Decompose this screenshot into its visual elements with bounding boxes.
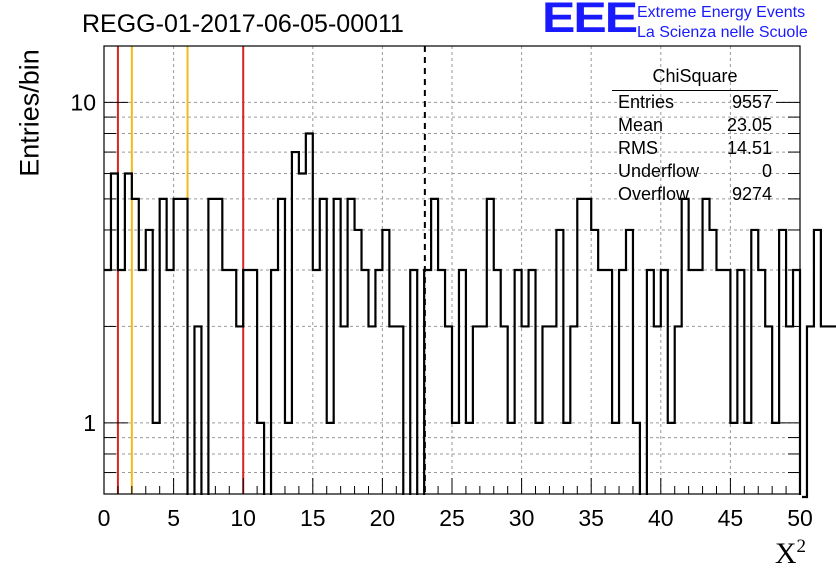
logo-text-line2: La Scienza nelle Scuole	[637, 24, 808, 41]
x-axis-label: X2	[775, 536, 806, 571]
stats-divider	[612, 90, 778, 91]
x-tick-label: 0	[98, 505, 111, 531]
logo-text-line1: Extreme Energy Events	[637, 4, 806, 21]
x-axis-label-base: X	[774, 537, 797, 570]
y-tick-label: 10	[70, 89, 96, 115]
stats-key: Overflow	[618, 184, 690, 204]
x-axis-label-superscript: 2	[796, 536, 807, 557]
stats-key: RMS	[618, 138, 658, 158]
stats-value: 9274	[731, 184, 772, 204]
y-tick-label: 1	[83, 410, 96, 436]
stats-key: Mean	[618, 115, 664, 135]
eee-logo: EEE	[542, 0, 638, 42]
chart-title: REGG-01-2017-06-05-00011	[82, 10, 404, 38]
histogram-series	[104, 132, 836, 499]
x-tick-label: 40	[648, 505, 674, 531]
stats-key: Underflow	[618, 161, 700, 181]
x-tick-label: 5	[167, 505, 180, 531]
stats-value: 9557	[731, 92, 772, 112]
x-tick-label: 10	[230, 505, 256, 531]
stats-value: 23.05	[726, 115, 772, 135]
x-tick-label: 15	[300, 505, 326, 531]
x-tick-label: 50	[787, 505, 813, 531]
x-tick-label: 35	[578, 505, 604, 531]
x-tick-label: 20	[370, 505, 396, 531]
stats-value: 14.51	[726, 138, 772, 158]
stats-value: 0	[761, 161, 772, 181]
x-tick-label: 25	[439, 505, 465, 531]
x-tick-label: 30	[509, 505, 535, 531]
y-axis-label: Entries/bin	[14, 49, 45, 177]
frame-mask	[102, 495, 802, 515]
stats-title: ChiSquare	[652, 66, 738, 86]
stats-key: Entries	[618, 92, 675, 112]
x-tick-label: 45	[718, 505, 744, 531]
